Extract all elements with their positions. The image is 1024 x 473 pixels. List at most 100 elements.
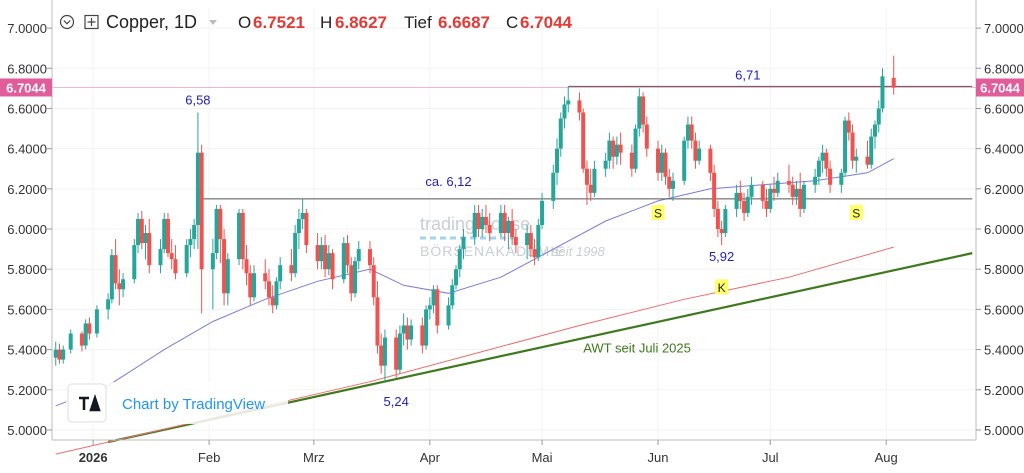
annotations: AWT seit Juli 2025 ca. 6,12 6,71 6,58 5,24 5,… bbox=[185, 67, 863, 409]
candle-up bbox=[210, 253, 215, 270]
candle-down bbox=[476, 212, 481, 230]
candle-down bbox=[693, 140, 698, 161]
candle-up bbox=[637, 96, 642, 129]
candle-up bbox=[839, 172, 844, 185]
x-tick-label: Jul bbox=[762, 450, 779, 465]
candle-down bbox=[715, 208, 720, 230]
candle-up bbox=[723, 208, 728, 234]
signal-badge bbox=[715, 279, 729, 295]
candle-up bbox=[61, 349, 66, 360]
candle-down bbox=[218, 208, 223, 240]
candle-up bbox=[237, 212, 242, 260]
signal-badge bbox=[849, 204, 863, 220]
candle-up bbox=[192, 225, 197, 240]
candle-down bbox=[663, 152, 668, 177]
candle-down bbox=[248, 273, 253, 298]
tradingview-attribution[interactable]: Chart by TradingView bbox=[66, 382, 288, 424]
candle-down bbox=[263, 273, 268, 282]
compare-icon[interactable] bbox=[84, 14, 99, 30]
candle-up bbox=[682, 140, 687, 181]
candle-down bbox=[712, 172, 717, 209]
candle-down bbox=[738, 192, 743, 201]
y-tick-label-left: 5.4000 bbox=[7, 343, 47, 358]
candle-up bbox=[136, 218, 141, 246]
candle-up bbox=[454, 269, 459, 286]
candle-up bbox=[506, 220, 511, 234]
candle-down bbox=[742, 200, 747, 213]
candle-up bbox=[566, 100, 571, 105]
candle-up bbox=[94, 309, 99, 334]
candle-down bbox=[667, 176, 672, 189]
candle-down bbox=[708, 148, 713, 173]
attribution-background bbox=[66, 382, 288, 424]
candle-up bbox=[158, 249, 163, 266]
collapse-icon[interactable] bbox=[59, 14, 75, 30]
candle-up bbox=[446, 305, 451, 326]
candle-down bbox=[304, 212, 309, 246]
candle-up bbox=[498, 212, 503, 234]
candle-down bbox=[581, 112, 586, 169]
trendline-label: AWT seit Juli 2025 bbox=[583, 341, 691, 356]
candle-up bbox=[697, 148, 702, 161]
candle-up bbox=[319, 245, 324, 262]
support-label: ca. 6,12 bbox=[425, 174, 471, 189]
candle-up bbox=[670, 180, 675, 189]
candle-up bbox=[749, 184, 754, 197]
x-tick-label: Mrz bbox=[303, 450, 325, 465]
y-tick-label-right: 6.0000 bbox=[984, 222, 1024, 237]
candle-down bbox=[824, 152, 829, 169]
candle-up bbox=[401, 325, 406, 334]
candle-down bbox=[375, 297, 380, 346]
candle-up bbox=[83, 323, 88, 346]
candle-up bbox=[872, 124, 877, 137]
candle-down bbox=[487, 225, 492, 234]
candle-down bbox=[379, 345, 384, 366]
candle-down bbox=[611, 140, 616, 157]
y-tick-label-right: 6.8000 bbox=[984, 61, 1024, 76]
y-tick-label-left: 5.0000 bbox=[7, 423, 47, 438]
candle-up bbox=[614, 144, 619, 157]
close-value: 6.7044 bbox=[520, 13, 573, 32]
candle-down bbox=[240, 212, 245, 260]
ma50-line bbox=[55, 158, 894, 407]
candle-up bbox=[794, 188, 799, 197]
y-tick-label-left: 5.6000 bbox=[7, 302, 47, 317]
x-tick-label: Jun bbox=[648, 450, 669, 465]
symbol-dropdown-icon[interactable] bbox=[209, 20, 217, 25]
last-price-tag-right bbox=[976, 78, 1024, 97]
candle-up bbox=[880, 76, 885, 109]
candle-down bbox=[790, 184, 795, 197]
candle-down bbox=[865, 156, 870, 165]
candle-down bbox=[510, 220, 515, 238]
attribution-text: Chart by TradingView bbox=[122, 396, 265, 413]
candle-down bbox=[502, 212, 507, 234]
candle-up bbox=[252, 273, 257, 298]
candle-up bbox=[109, 255, 114, 300]
candle-up bbox=[424, 309, 429, 346]
candle-up bbox=[745, 196, 750, 213]
candle-down bbox=[117, 283, 122, 290]
y-tick-label-left: 6.8000 bbox=[7, 61, 47, 76]
y-tick-label-right: 5.0000 bbox=[984, 423, 1024, 438]
candle-up bbox=[300, 212, 305, 219]
y-tick-label-right: 7.0000 bbox=[984, 21, 1024, 36]
candle-up bbox=[734, 192, 739, 209]
tradingview-logo-icon bbox=[67, 383, 107, 423]
candle-down bbox=[173, 259, 178, 274]
candle-down bbox=[644, 124, 649, 149]
candle-down bbox=[87, 323, 92, 334]
candle-down bbox=[405, 325, 410, 340]
candle-up bbox=[540, 200, 545, 226]
candle-up bbox=[184, 245, 189, 274]
candle-up bbox=[68, 333, 73, 350]
candle-up bbox=[659, 152, 664, 173]
candle-down bbox=[222, 239, 227, 294]
y-tick-label-left: 6.2000 bbox=[7, 182, 47, 197]
candle-up bbox=[356, 249, 361, 262]
candle-down bbox=[435, 289, 440, 326]
x-tick-label: Aug bbox=[875, 450, 898, 465]
candle-up bbox=[603, 160, 608, 169]
y-tick-label-right: 5.2000 bbox=[984, 383, 1024, 398]
y-tick-label-right: 5.6000 bbox=[984, 302, 1024, 317]
